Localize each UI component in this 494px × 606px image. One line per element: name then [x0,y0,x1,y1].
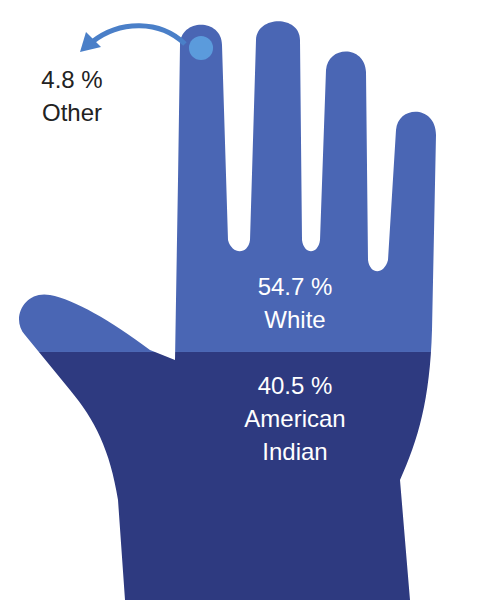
fingertip-dot [189,36,213,60]
chart-container: 40.5 % AmericanIndian 54.7 % White 4.8 % Othe… [0,0,494,606]
arrow-head [80,32,101,52]
chart-svg: 40.5 % AmericanIndian 54.7 % White 4.8 % Othe… [0,0,494,606]
hand-segments [0,0,494,606]
hand-segment [0,0,494,352]
hand-segment [0,352,494,606]
data-label: 54.7 % [258,273,333,300]
arrow [92,26,185,44]
category-label: AmericanIndian [244,405,345,465]
data-label: 40.5 % [258,372,333,399]
category-label: Other [42,99,102,126]
data-label: 4.8 % [41,66,102,93]
category-label: White [264,306,325,333]
